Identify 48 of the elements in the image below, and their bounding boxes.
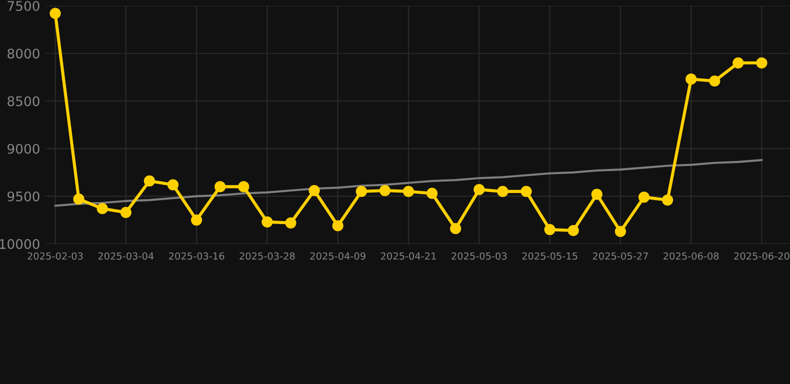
point [262,216,273,228]
x-tick-label: 2025-06-20 [734,252,790,260]
point [308,184,320,196]
point [379,184,390,196]
x-tick-label: 2025-05-15 [522,252,578,260]
x-tick-label: 2025-05-27 [592,252,648,260]
y-tick-label: 7500 [8,0,40,11]
point [214,181,226,192]
point [426,188,438,199]
point [238,181,250,192]
point [497,186,508,198]
point [709,75,720,87]
point [190,214,202,226]
point [638,192,650,203]
y-tick-label: 10000 [0,239,40,250]
y-tick-label: 8500 [8,96,40,106]
point [402,186,414,198]
x-tick-label: 2025-04-21 [380,252,436,260]
y-tick-label: 9500 [8,191,40,202]
point [356,186,367,198]
point [544,224,556,236]
y-tick-label: 9000 [8,144,40,154]
point [50,8,61,19]
x-tick-label: 2025-04-09 [310,252,366,260]
x-tick-label: 2025-02-03 [28,252,83,260]
y-tick-label: 8000 [8,48,40,59]
x-tick-label: 2025-06-08 [664,252,719,260]
point [591,188,602,200]
point [732,57,744,68]
point [686,74,697,85]
point [332,220,344,232]
point [167,179,179,190]
point [614,226,626,238]
point [520,186,532,198]
x-tick-label: 2025-03-04 [98,252,154,260]
point [144,175,155,187]
point [568,224,579,236]
point [120,206,132,218]
point [73,194,84,205]
x-tick-label: 2025-05-03 [452,252,507,260]
x-tick-label: 2025-03-16 [169,252,224,260]
point [662,194,674,206]
point [756,57,768,68]
point [96,203,108,214]
point [285,217,296,228]
x-tick-label: 2025-03-28 [240,252,295,260]
point [474,184,485,196]
point [450,223,462,234]
